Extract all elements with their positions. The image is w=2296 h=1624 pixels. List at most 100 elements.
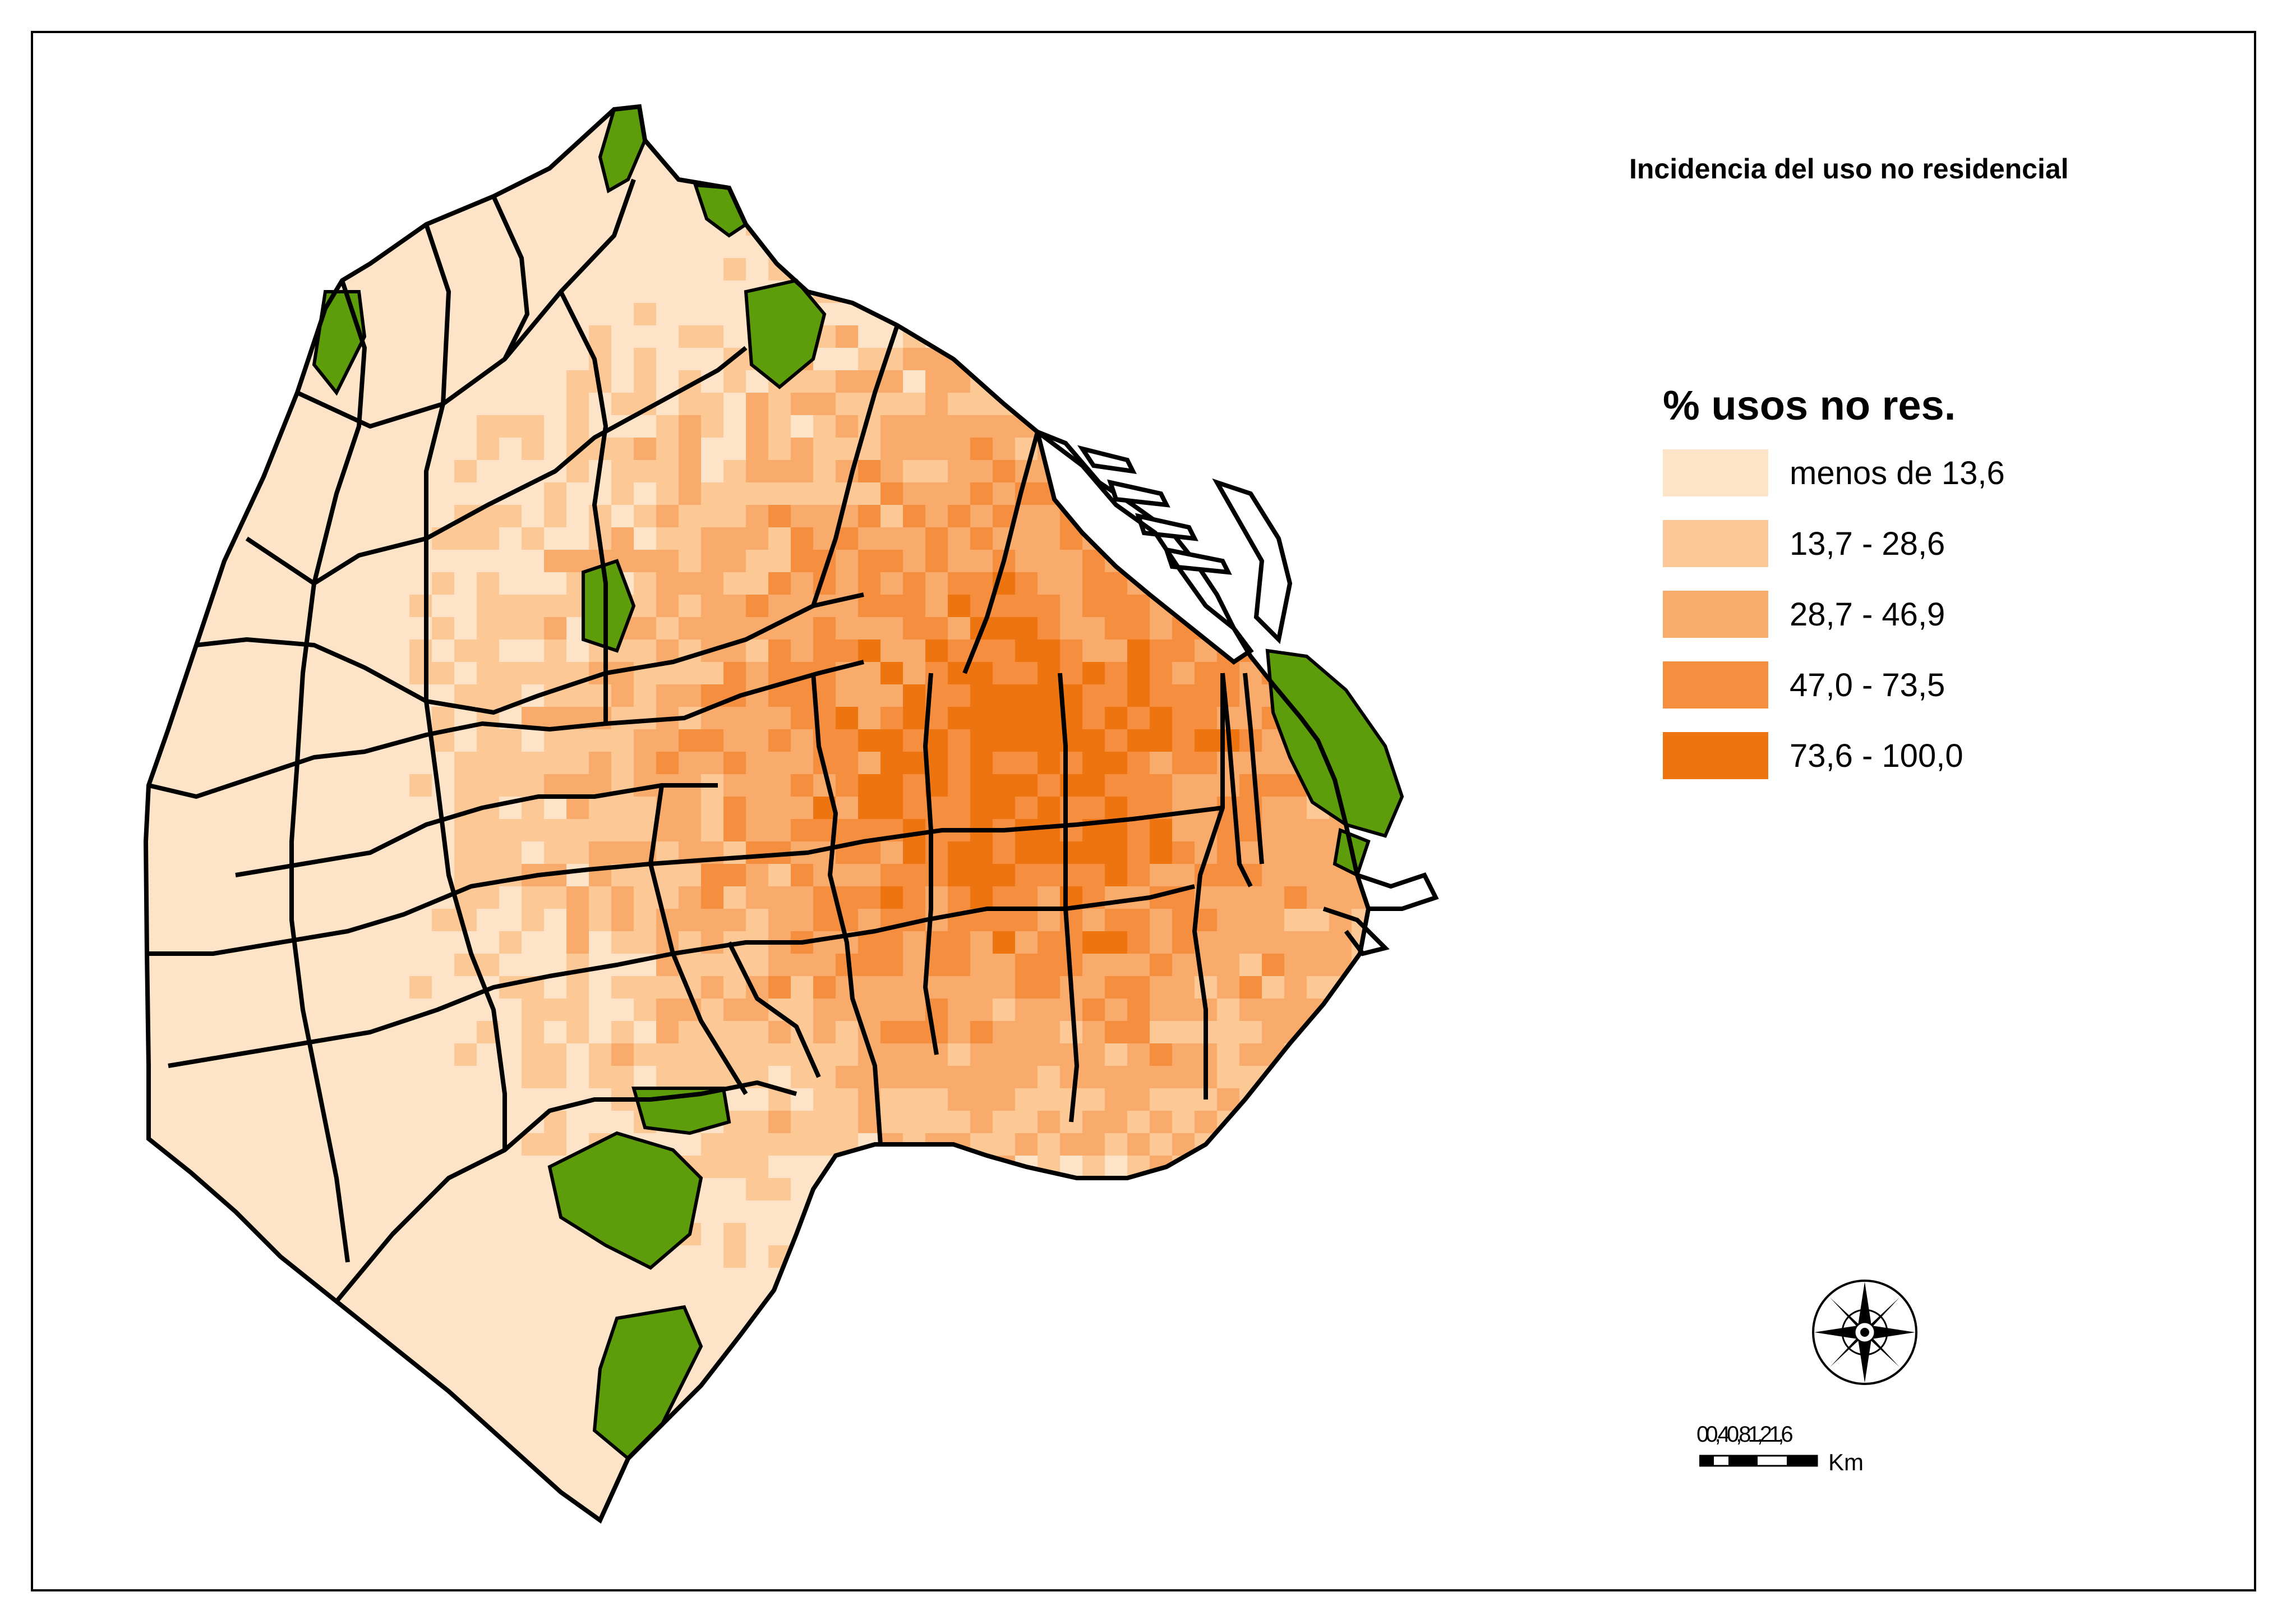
grid-cell [746, 1088, 768, 1111]
grid-cell [1105, 976, 1127, 999]
grid-cell [297, 303, 320, 325]
grid-cell [146, 1335, 163, 1358]
grid-cell [903, 107, 925, 123]
grid-cell [1038, 1245, 1060, 1268]
grid-cell [297, 1470, 320, 1492]
grid-cell [1217, 864, 1239, 886]
grid-cell [1150, 460, 1172, 482]
grid-cell [1127, 864, 1150, 886]
grid-cell [252, 107, 275, 123]
grid-cell [880, 797, 903, 819]
grid-cell [522, 236, 544, 258]
grid-cell [208, 976, 230, 999]
grid-cell [454, 348, 477, 370]
grid-cell [858, 348, 880, 370]
grid-cell [993, 1470, 1015, 1492]
grid-cell [409, 107, 432, 123]
grid-cell [432, 482, 454, 505]
grid-cell [679, 1043, 701, 1066]
grid-cell [208, 236, 230, 258]
grid-cell [252, 191, 275, 213]
grid-cell [1060, 1313, 1082, 1335]
grid-cell [320, 954, 342, 976]
grid-cell [499, 1402, 522, 1425]
grid-cell [1195, 1156, 1217, 1178]
grid-cell [634, 1268, 656, 1290]
grid-cell [948, 931, 970, 954]
grid-cell [544, 505, 566, 527]
grid-cell [903, 1156, 925, 1178]
grid-cell [970, 258, 993, 280]
grid-cell [275, 370, 297, 393]
grid-cell [477, 236, 499, 258]
grid-cell [163, 303, 185, 325]
grid-cell [993, 460, 1015, 482]
legend: % usos no res. menos de 13,6 13,7 - 28,6… [1663, 381, 2005, 803]
grid-cell [544, 1425, 566, 1447]
grid-cell [208, 1245, 230, 1268]
grid-cell [813, 1447, 836, 1470]
grid-cell [454, 752, 477, 774]
grid-cell [768, 909, 791, 931]
grid-cell [925, 550, 948, 572]
grid-cell [1105, 1290, 1127, 1313]
grid-cell [970, 931, 993, 954]
grid-cell [611, 841, 634, 864]
grid-cell [1038, 1088, 1060, 1111]
grid-cell [634, 684, 656, 707]
grid-cell [477, 393, 499, 415]
grid-cell [1329, 107, 1352, 123]
grid-cell [723, 1515, 746, 1520]
grid-cell [1307, 1133, 1329, 1156]
grid-cell [903, 1358, 925, 1380]
grid-cell [1284, 415, 1307, 438]
grid-cell [185, 595, 208, 617]
grid-cell [297, 909, 320, 931]
grid-cell [970, 1492, 993, 1515]
grid-cell [1038, 370, 1060, 393]
grid-cell [813, 236, 836, 258]
grid-cell [365, 348, 387, 370]
grid-cell [208, 707, 230, 729]
grid-cell [1127, 1402, 1150, 1425]
grid-cell [903, 1313, 925, 1335]
grid-cell [1082, 841, 1105, 864]
grid-cell [1150, 1380, 1172, 1402]
grid-cell [320, 168, 342, 191]
grid-cell [1082, 976, 1105, 999]
grid-cell [387, 1043, 409, 1066]
grid-cell [1239, 1313, 1262, 1335]
grid-cell [1352, 1200, 1368, 1223]
grid-cell [813, 1111, 836, 1133]
grid-cell [746, 1515, 768, 1520]
green-areas [312, 104, 1404, 1461]
grid-cell [1239, 460, 1262, 482]
grid-cell [365, 1268, 387, 1290]
grid-cell [566, 774, 589, 797]
grid-cell [297, 236, 320, 258]
grid-cell [1082, 1380, 1105, 1402]
grid-cell [1284, 258, 1307, 280]
grid-cell [768, 752, 791, 774]
grid-cell [522, 1335, 544, 1358]
grid-cell [970, 1425, 993, 1447]
grid-cell [589, 191, 611, 213]
grid-cell [432, 1313, 454, 1335]
grid-cell [903, 348, 925, 370]
grid-cell [1038, 258, 1060, 280]
grid-cell [1352, 280, 1368, 303]
grid-cell [1352, 976, 1368, 999]
grid-cell [1195, 280, 1217, 303]
grid-cell [1015, 841, 1038, 864]
grid-cell [634, 191, 656, 213]
grid-cell [230, 1402, 252, 1425]
grid-cell [1172, 931, 1195, 954]
grid-cell [1082, 684, 1105, 707]
grid-cell [1195, 1515, 1217, 1520]
grid-cell [163, 662, 185, 684]
grid-cell [454, 1515, 477, 1520]
grid-cell [634, 595, 656, 617]
grid-cell [275, 1111, 297, 1133]
grid-cell [993, 1515, 1015, 1520]
grid-cell [1307, 393, 1329, 415]
